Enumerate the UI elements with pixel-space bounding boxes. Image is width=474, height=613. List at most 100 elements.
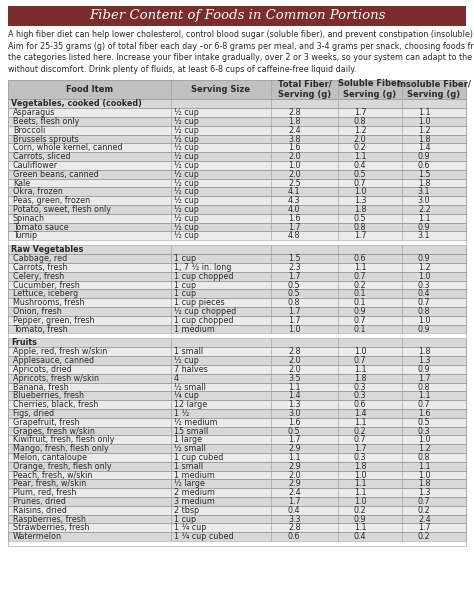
Text: 1.1: 1.1	[354, 479, 366, 489]
Text: 0.5: 0.5	[354, 214, 366, 223]
Text: 2.0: 2.0	[288, 471, 301, 479]
Text: 0.7: 0.7	[354, 316, 366, 325]
Text: Tomato, fresh: Tomato, fresh	[13, 324, 68, 333]
Text: Applesauce, canned: Applesauce, canned	[13, 356, 94, 365]
Text: 1.3: 1.3	[288, 400, 301, 409]
Text: Apricots, dried: Apricots, dried	[13, 365, 72, 374]
Text: 1.8: 1.8	[418, 348, 430, 356]
Text: 1.7: 1.7	[288, 223, 301, 232]
Text: 0.9: 0.9	[418, 152, 430, 161]
Text: ½ cup: ½ cup	[173, 178, 199, 188]
Text: 1.8: 1.8	[354, 462, 366, 471]
Text: 1.1: 1.1	[354, 417, 366, 427]
Text: 0.3: 0.3	[354, 383, 366, 392]
Text: 1 cup: 1 cup	[173, 289, 196, 299]
Text: 1.7: 1.7	[354, 108, 366, 117]
Text: Brussels sprouts: Brussels sprouts	[13, 134, 79, 143]
Text: 1.1: 1.1	[418, 214, 430, 223]
Text: 1.1: 1.1	[418, 391, 430, 400]
Text: without discomfort. Drink plenty of fluids, at least 6-8 cups of caffeine-free l: without discomfort. Drink plenty of flui…	[8, 65, 356, 74]
Text: Kale: Kale	[13, 178, 30, 188]
Text: 1.6: 1.6	[418, 409, 430, 418]
Text: 3.0: 3.0	[418, 196, 430, 205]
Text: 1.2: 1.2	[354, 126, 366, 135]
Text: 1.3: 1.3	[418, 488, 430, 497]
Text: 3.5: 3.5	[288, 374, 301, 383]
Text: Corn, whole kernel, canned: Corn, whole kernel, canned	[13, 143, 122, 152]
Text: 0.7: 0.7	[354, 356, 366, 365]
Text: 1.8: 1.8	[418, 134, 430, 143]
Text: 1.7: 1.7	[418, 524, 430, 532]
Text: 2.0: 2.0	[288, 356, 301, 365]
Text: Cauliflower: Cauliflower	[13, 161, 58, 170]
Text: ½ cup: ½ cup	[173, 196, 199, 205]
Text: 1.1: 1.1	[288, 383, 301, 392]
Text: Mango, fresh, flesh only: Mango, fresh, flesh only	[13, 444, 109, 453]
Text: Banana, fresh: Banana, fresh	[13, 383, 69, 392]
Text: Cucumber, fresh: Cucumber, fresh	[13, 281, 80, 289]
FancyBboxPatch shape	[8, 298, 466, 307]
Text: 1 medium: 1 medium	[173, 471, 214, 479]
Text: 0.5: 0.5	[288, 281, 301, 289]
Text: 1.0: 1.0	[288, 324, 301, 333]
Text: 1.0: 1.0	[354, 471, 366, 479]
Text: 1.1: 1.1	[354, 263, 366, 272]
Text: 0.2: 0.2	[354, 427, 366, 435]
Text: 1 cup: 1 cup	[173, 254, 196, 263]
Text: 0.8: 0.8	[354, 117, 366, 126]
Text: ½ cup: ½ cup	[173, 117, 199, 126]
Text: Melon, cantaloupe: Melon, cantaloupe	[13, 453, 87, 462]
Text: 1.0: 1.0	[288, 161, 301, 170]
Text: 1.0: 1.0	[418, 272, 430, 281]
Text: ½ cup: ½ cup	[173, 152, 199, 161]
Text: 1 cup cubed: 1 cup cubed	[173, 453, 223, 462]
Text: the categories listed here. Increase your fiber intake gradually, over 2 or 3 we: the categories listed here. Increase you…	[8, 53, 474, 63]
Text: 1.7: 1.7	[288, 497, 301, 506]
FancyBboxPatch shape	[8, 117, 466, 126]
Text: Kiwifruit, fresh, flesh only: Kiwifruit, fresh, flesh only	[13, 435, 115, 444]
Text: ½ cup: ½ cup	[173, 231, 199, 240]
Text: ½ cup: ½ cup	[173, 214, 199, 223]
Text: Insoluble Fiber/
Serving (g): Insoluble Fiber/ Serving (g)	[397, 79, 471, 99]
Text: 0.6: 0.6	[354, 400, 366, 409]
FancyBboxPatch shape	[8, 418, 466, 427]
FancyBboxPatch shape	[8, 325, 466, 333]
Text: 1.7: 1.7	[418, 374, 430, 383]
Text: 1.7: 1.7	[288, 307, 301, 316]
Text: 0.1: 0.1	[354, 289, 366, 299]
FancyBboxPatch shape	[8, 338, 466, 348]
FancyBboxPatch shape	[8, 392, 466, 400]
Text: 0.7: 0.7	[418, 298, 430, 307]
Text: Asparagus: Asparagus	[13, 108, 55, 117]
FancyBboxPatch shape	[8, 205, 466, 214]
Text: 1 ½: 1 ½	[173, 409, 189, 418]
Text: 0.8: 0.8	[418, 307, 430, 316]
FancyBboxPatch shape	[8, 541, 466, 546]
Text: 1.4: 1.4	[288, 391, 301, 400]
Text: 0.9: 0.9	[418, 365, 430, 374]
Text: 0.9: 0.9	[354, 307, 366, 316]
FancyBboxPatch shape	[8, 348, 466, 356]
Text: 3.8: 3.8	[288, 134, 301, 143]
Text: 1 cup: 1 cup	[173, 281, 196, 289]
Text: 0.5: 0.5	[418, 417, 430, 427]
Text: 4.0: 4.0	[288, 205, 301, 214]
Text: 0.3: 0.3	[418, 281, 430, 289]
Text: 1.1: 1.1	[418, 108, 430, 117]
FancyBboxPatch shape	[8, 109, 466, 117]
FancyBboxPatch shape	[8, 6, 466, 26]
Text: 1 cup pieces: 1 cup pieces	[173, 298, 224, 307]
Text: 1.7: 1.7	[288, 316, 301, 325]
Text: 1.8: 1.8	[288, 117, 301, 126]
FancyBboxPatch shape	[8, 488, 466, 497]
Text: ½ cup: ½ cup	[173, 223, 199, 232]
Text: 1 medium: 1 medium	[173, 324, 214, 333]
Text: Strawberries, fresh: Strawberries, fresh	[13, 524, 90, 532]
Text: 2 medium: 2 medium	[173, 488, 215, 497]
FancyBboxPatch shape	[8, 196, 466, 205]
Text: 1.0: 1.0	[418, 471, 430, 479]
Text: ½ cup: ½ cup	[173, 134, 199, 143]
Text: Prunes, dried: Prunes, dried	[13, 497, 66, 506]
Text: 1.1: 1.1	[354, 488, 366, 497]
Text: Fruits: Fruits	[11, 338, 37, 347]
